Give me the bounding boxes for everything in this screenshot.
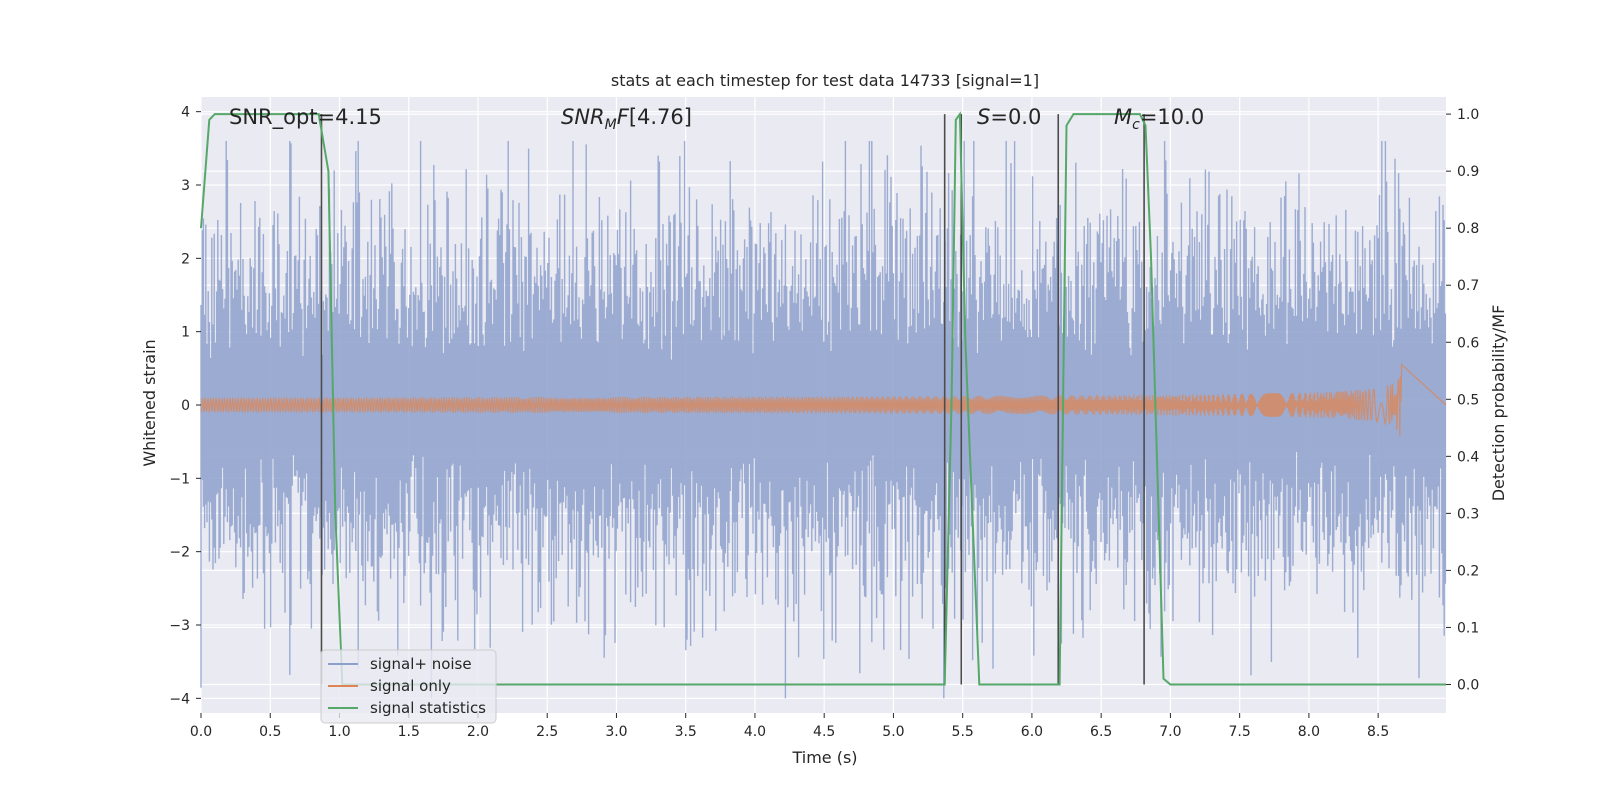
x-axis-ticks: 0.0 0.5 1.0 1.5 2.0 2.5 3.0 3.5 4.0 4.5 5.0 5.5 6.0 6… — [190, 713, 1389, 740]
y2-tick-label: 0.7 — [1457, 278, 1479, 294]
x-axis-label: Time (s) — [791, 748, 857, 767]
y-tick-label: −3 — [169, 618, 190, 634]
x-tick-label: 1.5 — [398, 724, 420, 740]
x-tick-label: 0.0 — [190, 724, 212, 740]
mc-annotation: Mc=10.0 — [1114, 105, 1204, 133]
y2-tick-label: 0.9 — [1457, 164, 1479, 180]
s-annotation: S=0.0 — [977, 105, 1041, 129]
signal-only-line — [200, 363, 1447, 436]
legend-label-signal-only: signal only — [370, 677, 451, 695]
x-tick-label: 0.5 — [259, 724, 281, 740]
x-tick-label: 6.0 — [1021, 724, 1043, 740]
x-tick-label: 2.0 — [467, 724, 489, 740]
y2-tick-label: 0.2 — [1457, 563, 1479, 579]
y2-tick-label: 0.5 — [1457, 392, 1479, 408]
chart-title: stats at each timestep for test data 147… — [611, 71, 1039, 90]
legend-label-signal-statistics: signal statistics — [370, 699, 486, 717]
y2-tick-label: 0.3 — [1457, 506, 1479, 522]
y2-axis-ticks: 1.0 0.9 0.8 0.7 0.6 0.5 0.4 0.3 0.2 0.1 0.0 — [1446, 107, 1479, 693]
x-tick-label: 3.0 — [605, 724, 627, 740]
y-tick-label: 2 — [181, 251, 190, 267]
x-tick-label: 1.0 — [328, 724, 350, 740]
legend-label-signal-noise: signal+ noise — [370, 655, 472, 673]
marker-lines — [320, 114, 1145, 685]
legend-box — [320, 649, 497, 724]
snr-opt-annotation: SNR_opt=4.15 — [229, 105, 382, 130]
y-axis-label: Whitened strain — [140, 339, 159, 466]
x-tick-label: 5.0 — [882, 724, 904, 740]
signal-only-series — [200, 363, 1447, 436]
x-tick-label: 4.5 — [813, 724, 835, 740]
y2-tick-label: 0.8 — [1457, 221, 1479, 237]
legend: signal+ noise signal only signal statist… — [320, 649, 497, 724]
y-tick-label: 1 — [181, 325, 190, 341]
x-tick-label: 7.0 — [1159, 724, 1181, 740]
x-tick-label: 2.5 — [536, 724, 558, 740]
y-tick-label: 0 — [181, 398, 190, 414]
x-tick-label: 5.5 — [952, 724, 974, 740]
y2-tick-label: 1.0 — [1457, 107, 1479, 123]
snr-mf-annotation: SNRMF[4.76] — [561, 105, 692, 133]
x-tick-label: 8.5 — [1367, 724, 1389, 740]
signal-statistics-line — [200, 111, 1446, 686]
x-tick-label: 6.5 — [1090, 724, 1112, 740]
y2-axis-label: Detection probability/MF — [1489, 305, 1508, 502]
x-tick-label: 4.0 — [744, 724, 766, 740]
y-tick-label: 4 — [181, 105, 190, 121]
y-tick-label: −4 — [169, 691, 190, 707]
y2-tick-label: 0.6 — [1457, 335, 1479, 351]
y-tick-label: −1 — [169, 471, 190, 487]
x-tick-label: 8.0 — [1298, 724, 1320, 740]
y2-tick-label: 0.4 — [1457, 449, 1479, 465]
x-tick-label: 7.5 — [1229, 724, 1251, 740]
y-tick-label: −2 — [169, 545, 190, 561]
y2-tick-label: 0.1 — [1457, 620, 1479, 636]
y-axis-ticks: 4 3 2 1 0 −1 −2 −3 −4 — [169, 105, 201, 707]
signal-statistics-series — [200, 111, 1446, 686]
y2-tick-label: 0.0 — [1457, 677, 1479, 693]
x-tick-label: 3.5 — [675, 724, 697, 740]
y-tick-label: 3 — [181, 178, 190, 194]
